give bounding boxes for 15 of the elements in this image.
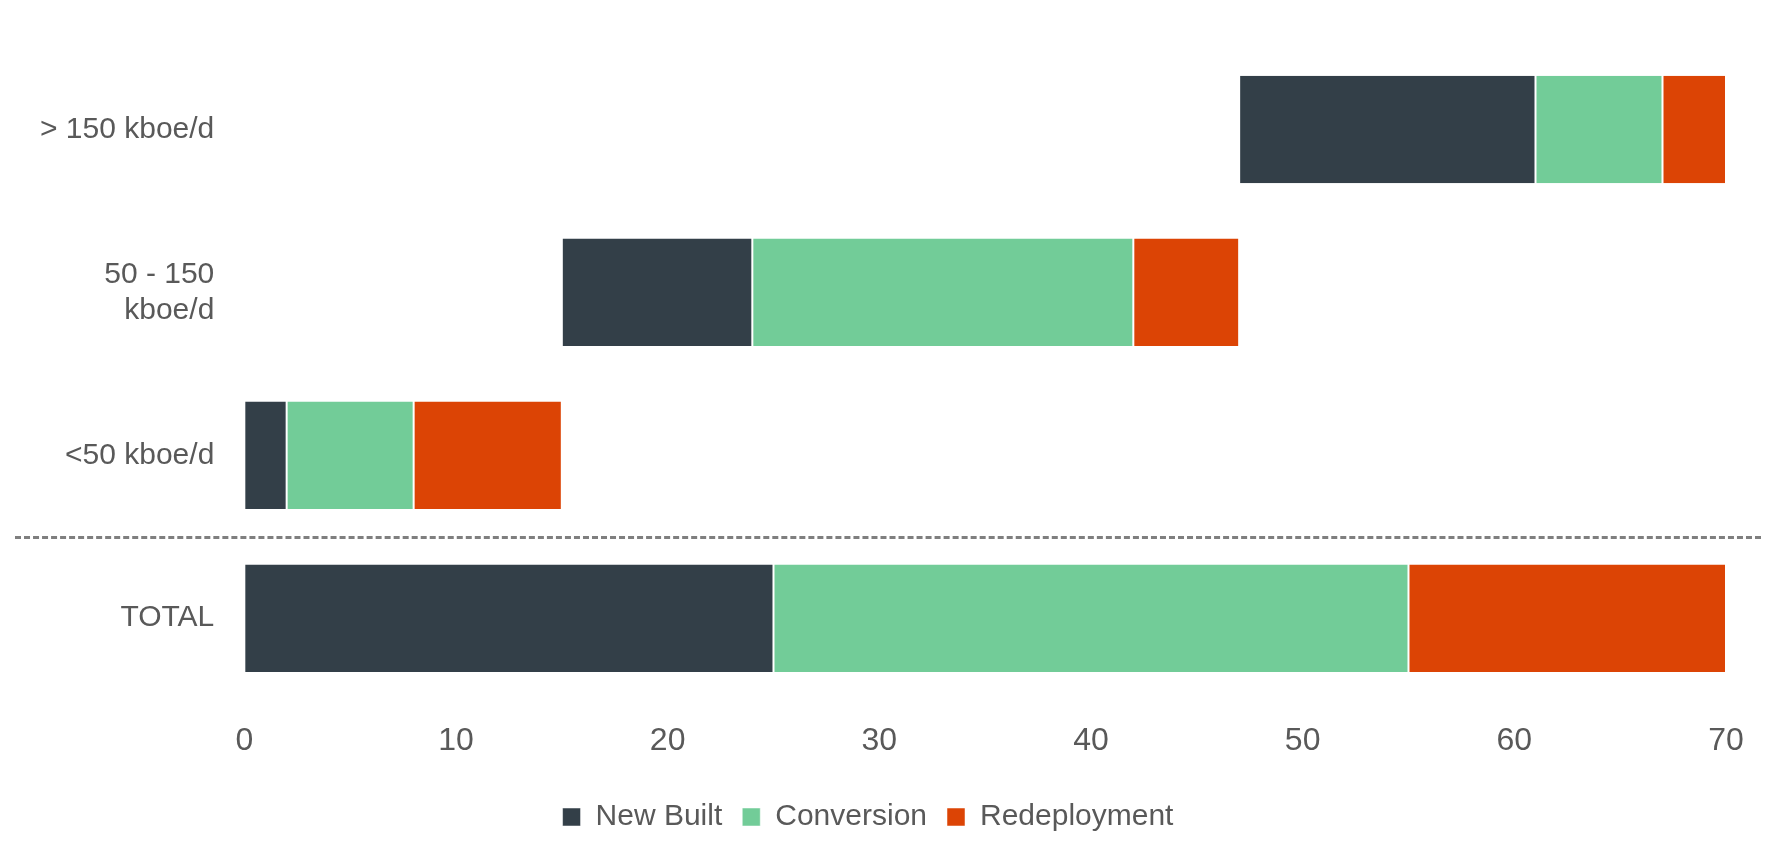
x-tick-label: 20 (649, 720, 686, 757)
x-tick-label: 60 (1496, 720, 1533, 757)
y-tick-label: 50 - 150 kboe/d (104, 255, 215, 325)
y-tick-label: TOTAL (120, 599, 215, 633)
y-tick-label: > 150 kboe/d (39, 110, 215, 144)
x-tick-label: 10 (438, 720, 474, 757)
legend-label: Redeployment (980, 798, 1175, 832)
legend-label: New Built (595, 798, 723, 832)
y-tick-label: <50 kboe/d (65, 436, 215, 470)
legend-label: Conversion (775, 798, 928, 832)
x-tick-label: 30 (861, 720, 898, 757)
x-tick-label: 0 (235, 720, 254, 757)
x-tick-label: 40 (1073, 720, 1109, 757)
x-tick-label: 50 (1284, 720, 1321, 757)
x-tick-label: 70 (1708, 720, 1744, 757)
